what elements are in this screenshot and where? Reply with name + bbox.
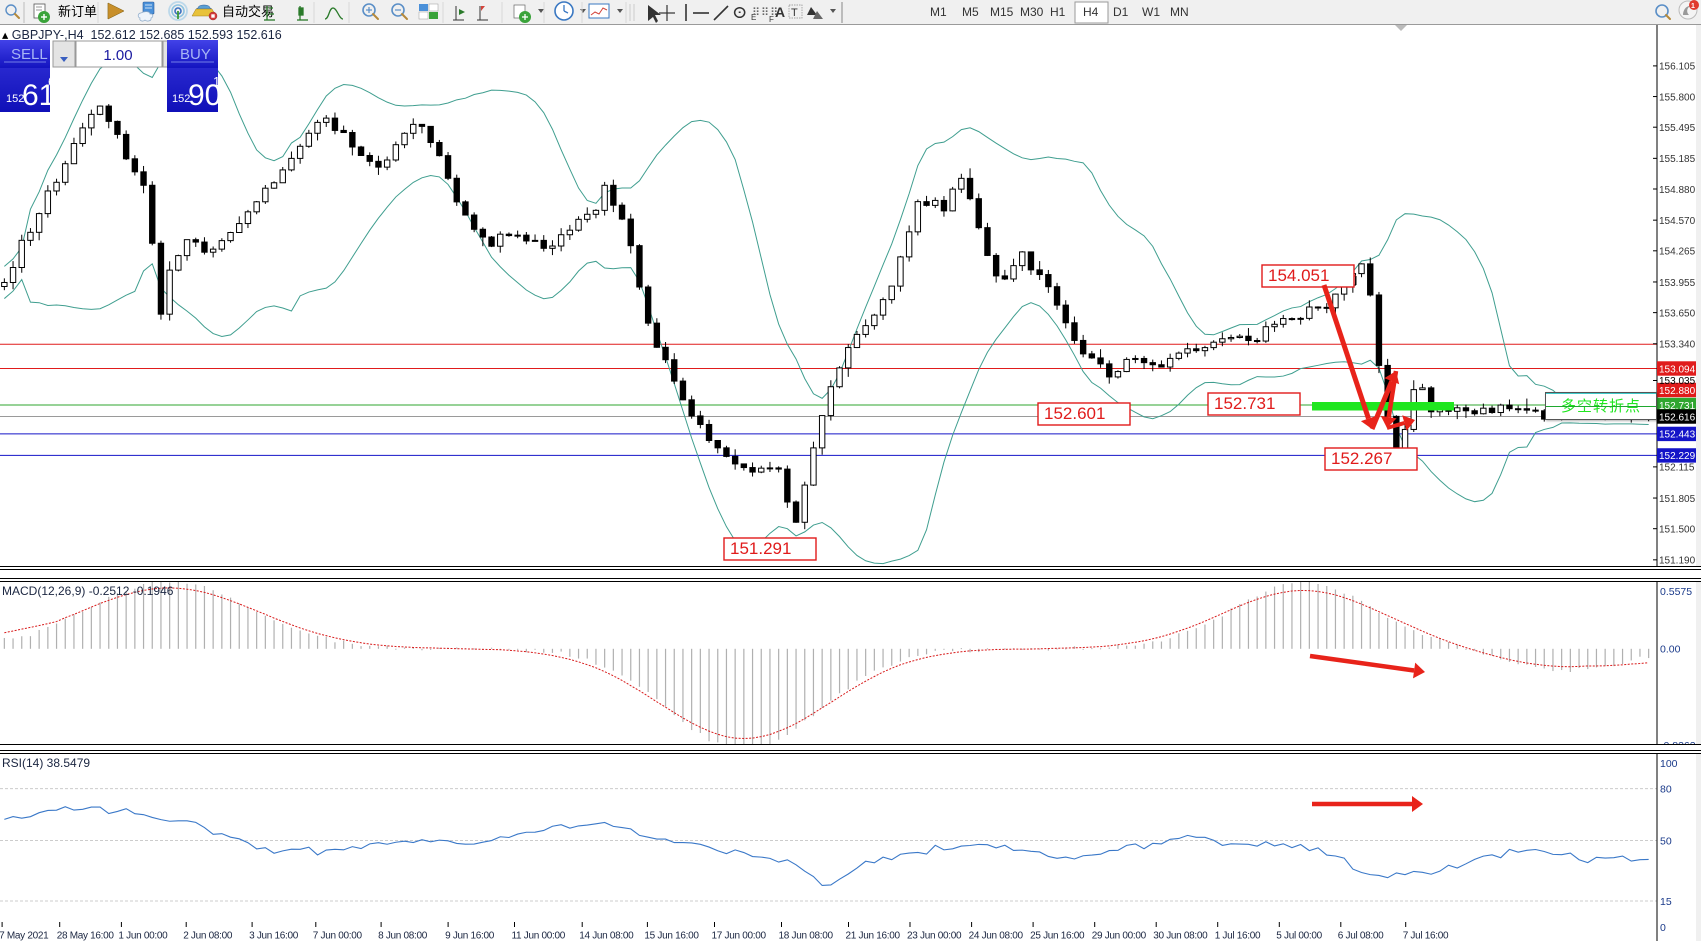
svg-text:152.229: 152.229 [1659, 451, 1696, 462]
svg-text:28 May 16:00: 28 May 16:00 [57, 931, 115, 941]
svg-text:0: 0 [1660, 922, 1666, 934]
svg-text:BUY: BUY [180, 46, 211, 63]
svg-text:M5: M5 [962, 5, 979, 19]
svg-text:14 Jun 08:00: 14 Jun 08:00 [579, 931, 634, 941]
svg-text:24 Jun 08:00: 24 Jun 08:00 [969, 931, 1024, 941]
svg-text:7 May 2021: 7 May 2021 [0, 931, 49, 941]
svg-text:A: A [775, 4, 785, 20]
svg-text:0.5575: 0.5575 [1660, 586, 1692, 598]
svg-text:152.731: 152.731 [1214, 394, 1275, 413]
svg-text:9 Jun 16:00: 9 Jun 16:00 [445, 931, 495, 941]
svg-text:151.805: 151.805 [1659, 494, 1696, 505]
svg-text:151.500: 151.500 [1659, 524, 1696, 535]
svg-text:M15: M15 [990, 5, 1014, 19]
svg-text:155.185: 155.185 [1659, 154, 1696, 165]
svg-text:151.190: 151.190 [1659, 556, 1696, 567]
svg-text:100: 100 [1660, 758, 1678, 770]
svg-text:3 Jun 16:00: 3 Jun 16:00 [249, 931, 299, 941]
svg-text:2 Jun 08:00: 2 Jun 08:00 [183, 931, 233, 941]
svg-text:154.051: 154.051 [1268, 266, 1329, 285]
svg-text:152.115: 152.115 [1659, 463, 1695, 474]
svg-text:6: 6 [48, 74, 55, 89]
svg-text:156.105: 156.105 [1659, 62, 1696, 73]
svg-text:25 Jun 16:00: 25 Jun 16:00 [1030, 931, 1085, 941]
svg-text:H4: H4 [1083, 5, 1099, 19]
svg-text:7 Jun 00:00: 7 Jun 00:00 [313, 931, 363, 941]
svg-text:154.880: 154.880 [1659, 185, 1696, 196]
svg-text:21 Jun 16:00: 21 Jun 16:00 [846, 931, 901, 941]
svg-text:153.650: 153.650 [1659, 308, 1696, 319]
svg-text:23 Jun 00:00: 23 Jun 00:00 [907, 931, 962, 941]
svg-text:SELL: SELL [11, 46, 48, 63]
svg-text:11 Jun 00:00: 11 Jun 00:00 [512, 931, 566, 941]
svg-text:154.570: 154.570 [1659, 216, 1696, 227]
svg-text:152.601: 152.601 [1044, 404, 1105, 423]
svg-text:M30: M30 [1020, 5, 1044, 19]
svg-text:153.955: 153.955 [1659, 278, 1696, 289]
svg-text:T: T [791, 7, 798, 19]
svg-text:152.443: 152.443 [1659, 430, 1696, 441]
svg-text:W1: W1 [1142, 5, 1160, 19]
svg-text:1: 1 [1691, 3, 1695, 10]
svg-text:MN: MN [1170, 5, 1189, 19]
svg-text:153.340: 153.340 [1659, 340, 1696, 351]
svg-text:M1: M1 [930, 5, 947, 19]
svg-text:154.265: 154.265 [1659, 247, 1696, 258]
svg-text:7 Jul 16:00: 7 Jul 16:00 [1403, 931, 1449, 941]
svg-text:F: F [769, 15, 774, 24]
svg-text:15 Jun 16:00: 15 Jun 16:00 [644, 931, 699, 941]
svg-text:152.880: 152.880 [1659, 386, 1696, 397]
svg-text:-0.8362: -0.8362 [1660, 740, 1696, 745]
svg-text:155.800: 155.800 [1659, 92, 1696, 103]
svg-text:153.035: 153.035 [1659, 376, 1696, 387]
svg-text:152.616: 152.616 [1659, 412, 1696, 423]
svg-text:5 Jul 00:00: 5 Jul 00:00 [1276, 931, 1322, 941]
svg-text:1.00: 1.00 [103, 47, 132, 64]
svg-text:H1: H1 [1050, 5, 1066, 19]
svg-text:D1: D1 [1113, 5, 1129, 19]
svg-text:自动交易: 自动交易 [222, 4, 274, 19]
svg-text:29 Jun 00:00: 29 Jun 00:00 [1092, 931, 1147, 941]
svg-text:8 Jun 08:00: 8 Jun 08:00 [378, 931, 428, 941]
svg-text:153.094: 153.094 [1659, 364, 1696, 375]
svg-text:152.267: 152.267 [1331, 449, 1392, 468]
svg-text:80: 80 [1660, 783, 1672, 795]
svg-text:155.495: 155.495 [1659, 123, 1696, 134]
svg-text:30 Jun 08:00: 30 Jun 08:00 [1153, 931, 1208, 941]
svg-text:0.00: 0.00 [1660, 644, 1681, 656]
svg-text:1 Jun 00:00: 1 Jun 00:00 [118, 931, 168, 941]
svg-text:1 Jul 16:00: 1 Jul 16:00 [1215, 931, 1261, 941]
svg-text:1: 1 [213, 74, 218, 89]
svg-text:ⵙ: ⵙ [733, 5, 746, 22]
svg-text:新订单: 新订单 [58, 4, 97, 19]
svg-text:17 Jun 00:00: 17 Jun 00:00 [712, 931, 767, 941]
svg-text:15: 15 [1660, 896, 1672, 908]
svg-text:18 Jun 08:00: 18 Jun 08:00 [779, 931, 834, 941]
svg-text:50: 50 [1660, 835, 1672, 847]
svg-text:6 Jul 08:00: 6 Jul 08:00 [1338, 931, 1384, 941]
svg-text:151.291: 151.291 [730, 539, 791, 558]
